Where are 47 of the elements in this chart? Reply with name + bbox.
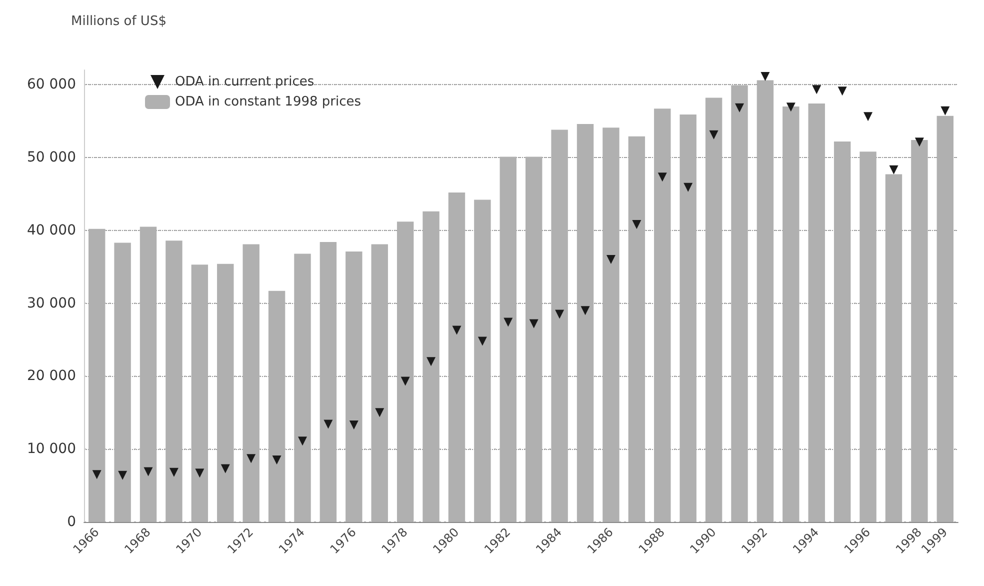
point bbox=[92, 470, 102, 480]
point bbox=[529, 319, 538, 328]
point bbox=[504, 318, 513, 327]
point bbox=[452, 326, 462, 335]
point bbox=[298, 436, 307, 446]
y-tick-label: 0 bbox=[67, 514, 76, 530]
point bbox=[375, 408, 384, 418]
point bbox=[838, 86, 847, 96]
point bbox=[169, 468, 178, 477]
point bbox=[735, 103, 744, 112]
point bbox=[144, 467, 153, 476]
legend-label: ODA in current prices bbox=[175, 74, 314, 90]
point bbox=[940, 106, 950, 116]
y-tick-label: 60 000 bbox=[27, 76, 76, 93]
y-tick-label: 30 000 bbox=[27, 295, 76, 312]
bar bbox=[114, 242, 131, 522]
point bbox=[478, 336, 487, 346]
y-tick-label: 40 000 bbox=[27, 222, 76, 238]
point bbox=[658, 172, 667, 182]
y-axis-title: Millions of US$ bbox=[71, 14, 166, 29]
legend-label: ODA in constant 1998 prices bbox=[175, 94, 362, 110]
point bbox=[606, 255, 616, 264]
point bbox=[220, 464, 230, 474]
point bbox=[632, 220, 642, 230]
point bbox=[118, 470, 128, 480]
point bbox=[272, 456, 282, 465]
bar bbox=[474, 200, 491, 522]
point bbox=[246, 454, 256, 464]
point bbox=[324, 420, 333, 429]
point bbox=[426, 357, 436, 366]
y-tick-label: 10 000 bbox=[27, 441, 76, 458]
point bbox=[400, 376, 410, 386]
bar bbox=[294, 254, 311, 522]
point bbox=[786, 102, 796, 112]
point bbox=[889, 165, 898, 174]
y-tick-label: 50 000 bbox=[27, 149, 76, 166]
point bbox=[914, 138, 924, 147]
point bbox=[684, 182, 693, 192]
point bbox=[555, 310, 564, 319]
y-tick-label: 20 000 bbox=[27, 368, 76, 384]
point bbox=[349, 420, 358, 430]
point bbox=[864, 112, 873, 122]
point bbox=[195, 468, 204, 478]
point bbox=[760, 72, 770, 82]
point bbox=[580, 306, 590, 316]
point bbox=[709, 130, 718, 140]
point bbox=[812, 85, 822, 94]
